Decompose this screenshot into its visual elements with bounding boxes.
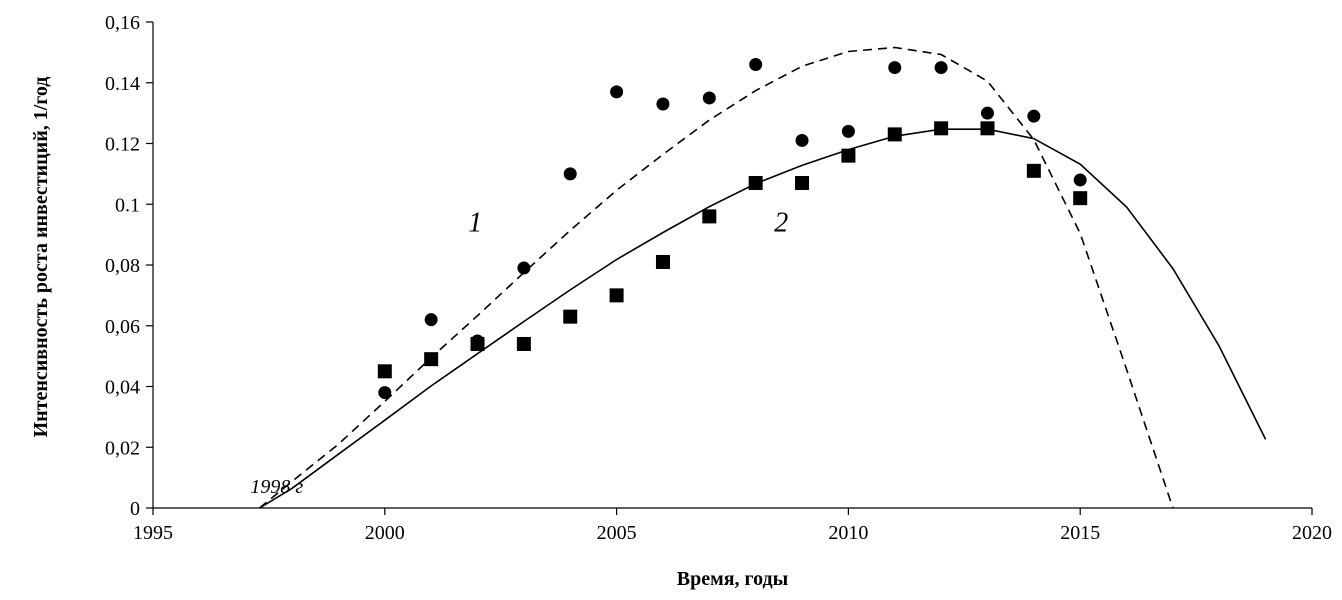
x-tick-label: 1995 — [133, 522, 173, 544]
fit-curve-1 — [259, 46, 1174, 509]
circle-point — [841, 124, 855, 138]
x-axis-ticks: 1995 2000 2005 2010 2015 2020 — [133, 508, 1332, 544]
square-point — [1073, 191, 1088, 206]
circle-point — [610, 85, 624, 99]
square-point — [887, 127, 902, 142]
circle-point — [378, 386, 392, 400]
x-tick-label: 2000 — [365, 522, 405, 544]
square-point — [470, 336, 485, 351]
circle-point — [424, 313, 438, 327]
circle-point — [1073, 173, 1087, 187]
square-point — [377, 364, 392, 379]
data-points — [377, 58, 1088, 400]
square-point — [516, 336, 531, 351]
y-tick-label: 0,06 — [105, 316, 140, 338]
y-tick-label: 0.14 — [105, 73, 140, 95]
y-axis-title: Интенсивность роста инвестиций, 1/год — [30, 77, 52, 438]
circle-point — [656, 97, 670, 111]
square-point — [563, 309, 578, 324]
circle-point — [934, 61, 948, 75]
x-tick-label: 2005 — [597, 522, 637, 544]
square-point — [702, 209, 717, 224]
axes — [152, 22, 1312, 509]
square-point — [841, 148, 856, 163]
square-point — [795, 175, 810, 190]
circle-point — [749, 58, 763, 72]
circle-point — [517, 261, 531, 275]
fit-curves — [259, 46, 1267, 509]
annotation-label: 1998 г — [250, 476, 303, 498]
annotation-label: 1 — [468, 208, 482, 239]
y-tick-label: 0 — [130, 498, 140, 520]
square-point — [980, 121, 995, 136]
circle-point — [888, 61, 902, 75]
y-tick-label: 0,16 — [105, 12, 140, 34]
square-point — [934, 121, 949, 136]
square-point — [1026, 163, 1041, 178]
square-point — [655, 254, 670, 269]
x-axis-title: Время, годы — [677, 568, 789, 590]
y-tick-label: 0,08 — [105, 255, 140, 277]
square-point — [424, 352, 439, 367]
circle-point — [563, 167, 577, 181]
y-tick-label: 0,02 — [105, 437, 140, 459]
x-tick-label: 2015 — [1060, 522, 1100, 544]
square-point — [609, 288, 624, 303]
y-tick-label: 0,04 — [105, 377, 140, 399]
circle-point — [980, 106, 994, 120]
circle-point — [702, 91, 716, 105]
annotation-label: 2 — [774, 208, 788, 239]
y-axis-ticks: 0 0,02 0,04 0,06 0,08 0.1 0.12 0.14 0,16 — [105, 12, 153, 520]
square-point — [748, 175, 763, 190]
y-tick-label: 0.12 — [105, 134, 140, 156]
x-tick-label: 2010 — [828, 522, 868, 544]
x-tick-label: 2020 — [1292, 522, 1332, 544]
annotations: 1 2 1998 г — [250, 208, 788, 498]
circle-point — [1027, 109, 1041, 123]
circle-point — [795, 133, 809, 147]
y-tick-label: 0.1 — [115, 194, 140, 216]
